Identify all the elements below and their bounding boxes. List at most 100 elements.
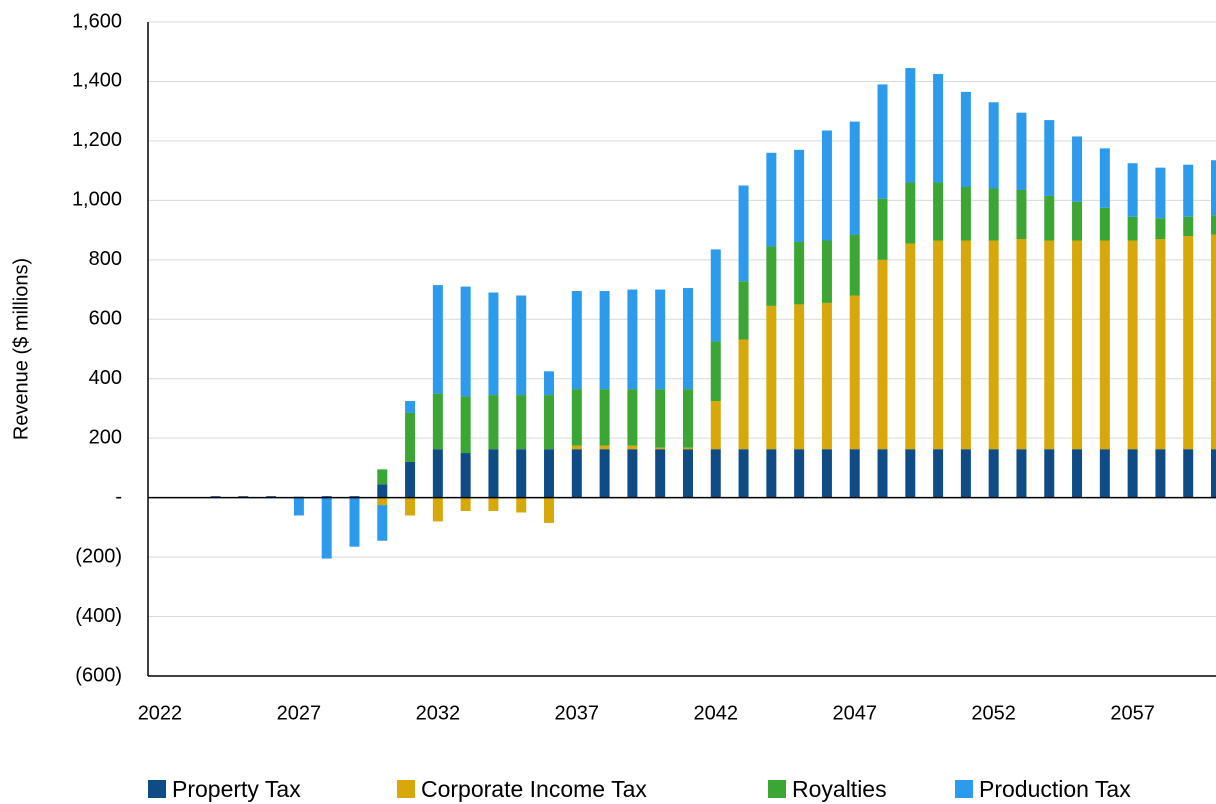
y-tick-label: 600 xyxy=(89,308,122,330)
bar-segment xyxy=(516,449,527,498)
bar-segment xyxy=(1044,195,1055,241)
bar-segment xyxy=(1072,449,1083,498)
bar-segment xyxy=(377,497,388,506)
bar-segment xyxy=(460,453,471,498)
bar-segment xyxy=(738,449,749,498)
bar-segment xyxy=(488,497,499,512)
bar-segment xyxy=(599,445,610,450)
bar-segment xyxy=(571,389,582,446)
bar-segment xyxy=(821,302,832,450)
bar-segment xyxy=(516,497,527,513)
bar-segment xyxy=(682,288,693,390)
bar-segment xyxy=(1099,240,1110,450)
bar-segment xyxy=(460,497,471,512)
bar-segment xyxy=(682,389,693,448)
bar-segment xyxy=(1155,167,1166,219)
bar-segment xyxy=(544,371,555,396)
bar-segment xyxy=(933,449,944,498)
bar-segment xyxy=(627,449,638,498)
bar-segment xyxy=(377,484,388,498)
y-tick-label: 400 xyxy=(89,367,122,389)
bar-segment xyxy=(655,389,666,448)
legend-label: Production Tax xyxy=(979,776,1131,802)
bar-segment xyxy=(849,121,860,235)
bar-segment xyxy=(405,497,416,516)
bar-segment xyxy=(1155,218,1166,240)
y-tick-label: 800 xyxy=(89,248,122,270)
bar-segment xyxy=(516,295,527,396)
bar-segment xyxy=(877,198,888,260)
legend-swatch xyxy=(148,780,166,798)
bar-segment xyxy=(821,240,832,303)
bar-segment xyxy=(432,497,443,522)
bar-segment xyxy=(821,130,832,241)
x-tick-label: 2047 xyxy=(832,702,877,724)
bar-segment xyxy=(1044,120,1055,196)
legend-label: Property Tax xyxy=(172,776,301,802)
bar-segment xyxy=(988,188,999,241)
bar-segment xyxy=(766,246,777,306)
y-tick-label: (600) xyxy=(75,664,122,686)
bar-segment xyxy=(1127,449,1138,498)
legend-swatch xyxy=(397,780,415,798)
bar-segment xyxy=(877,84,888,199)
bar-segment xyxy=(1072,136,1083,202)
bar-segment xyxy=(1016,239,1027,450)
bar-segment xyxy=(766,449,777,498)
legend-label: Royalties xyxy=(792,776,887,802)
bar-segment xyxy=(682,449,693,498)
bar-segment xyxy=(1016,189,1027,240)
bar-segment xyxy=(710,449,721,498)
bar-segment xyxy=(488,292,499,396)
x-tick-label: 2027 xyxy=(277,702,322,724)
x-tick-label: 2057 xyxy=(1110,702,1155,724)
bar-segment xyxy=(988,240,999,450)
bar-segment xyxy=(1211,234,1216,450)
bar-segment xyxy=(877,449,888,498)
x-tick-label: 2042 xyxy=(694,702,739,724)
y-axis-label: Revenue ($ millions) xyxy=(10,258,32,440)
bar-segment xyxy=(1099,148,1110,208)
bar-segment xyxy=(460,396,471,454)
bar-segment xyxy=(933,182,944,241)
bar-segment xyxy=(655,289,666,390)
bar-segment xyxy=(766,305,777,450)
bar-segment xyxy=(627,445,638,450)
bar-segment xyxy=(349,497,360,547)
bar-segment xyxy=(988,102,999,189)
y-tick-label: 1,000 xyxy=(72,189,122,211)
bar-segment xyxy=(1183,216,1194,237)
bar-segment xyxy=(738,281,749,340)
bar-segment xyxy=(321,497,332,559)
bar-segment xyxy=(960,186,971,241)
bar-segment xyxy=(488,449,499,498)
bar-segment xyxy=(738,339,749,450)
bar-segment xyxy=(933,240,944,450)
bar-segment xyxy=(544,449,555,498)
bar-segment xyxy=(655,447,666,450)
bar-segment xyxy=(794,149,805,242)
bar-segment xyxy=(710,249,721,342)
bar-segment xyxy=(933,74,944,183)
bar-segment xyxy=(405,461,416,498)
bar-segment xyxy=(1127,240,1138,450)
bar-segment xyxy=(1016,112,1027,190)
bar-segment xyxy=(405,412,416,462)
bar-segment xyxy=(1099,207,1110,241)
x-tick-label: 2022 xyxy=(138,702,183,724)
bar-segment xyxy=(794,449,805,498)
bar-segment xyxy=(599,291,610,390)
bar-segment xyxy=(766,152,777,247)
bar-segment xyxy=(1016,449,1027,498)
legend-swatch xyxy=(955,780,973,798)
bar-segment xyxy=(599,449,610,498)
x-tick-label: 2037 xyxy=(555,702,600,724)
bar-segment xyxy=(1155,449,1166,498)
bar-segment xyxy=(460,286,471,397)
bar-segment xyxy=(905,68,916,183)
bar-segment xyxy=(960,449,971,498)
bar-segment xyxy=(377,505,388,541)
bar-segment xyxy=(1211,449,1216,498)
y-tick-label: (400) xyxy=(75,605,122,627)
